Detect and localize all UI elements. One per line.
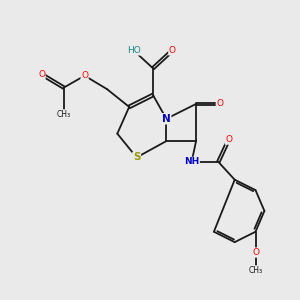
Text: O: O — [225, 135, 232, 144]
Text: O: O — [169, 46, 176, 55]
Text: CH₃: CH₃ — [57, 110, 71, 119]
Text: O: O — [81, 71, 88, 80]
Text: O: O — [216, 99, 223, 108]
Text: S: S — [133, 152, 140, 162]
Text: HO: HO — [127, 46, 140, 55]
Text: N: N — [162, 114, 171, 124]
Text: O: O — [38, 70, 45, 79]
Text: O: O — [252, 248, 259, 257]
Text: NH: NH — [184, 158, 199, 166]
Text: CH₃: CH₃ — [248, 266, 262, 275]
